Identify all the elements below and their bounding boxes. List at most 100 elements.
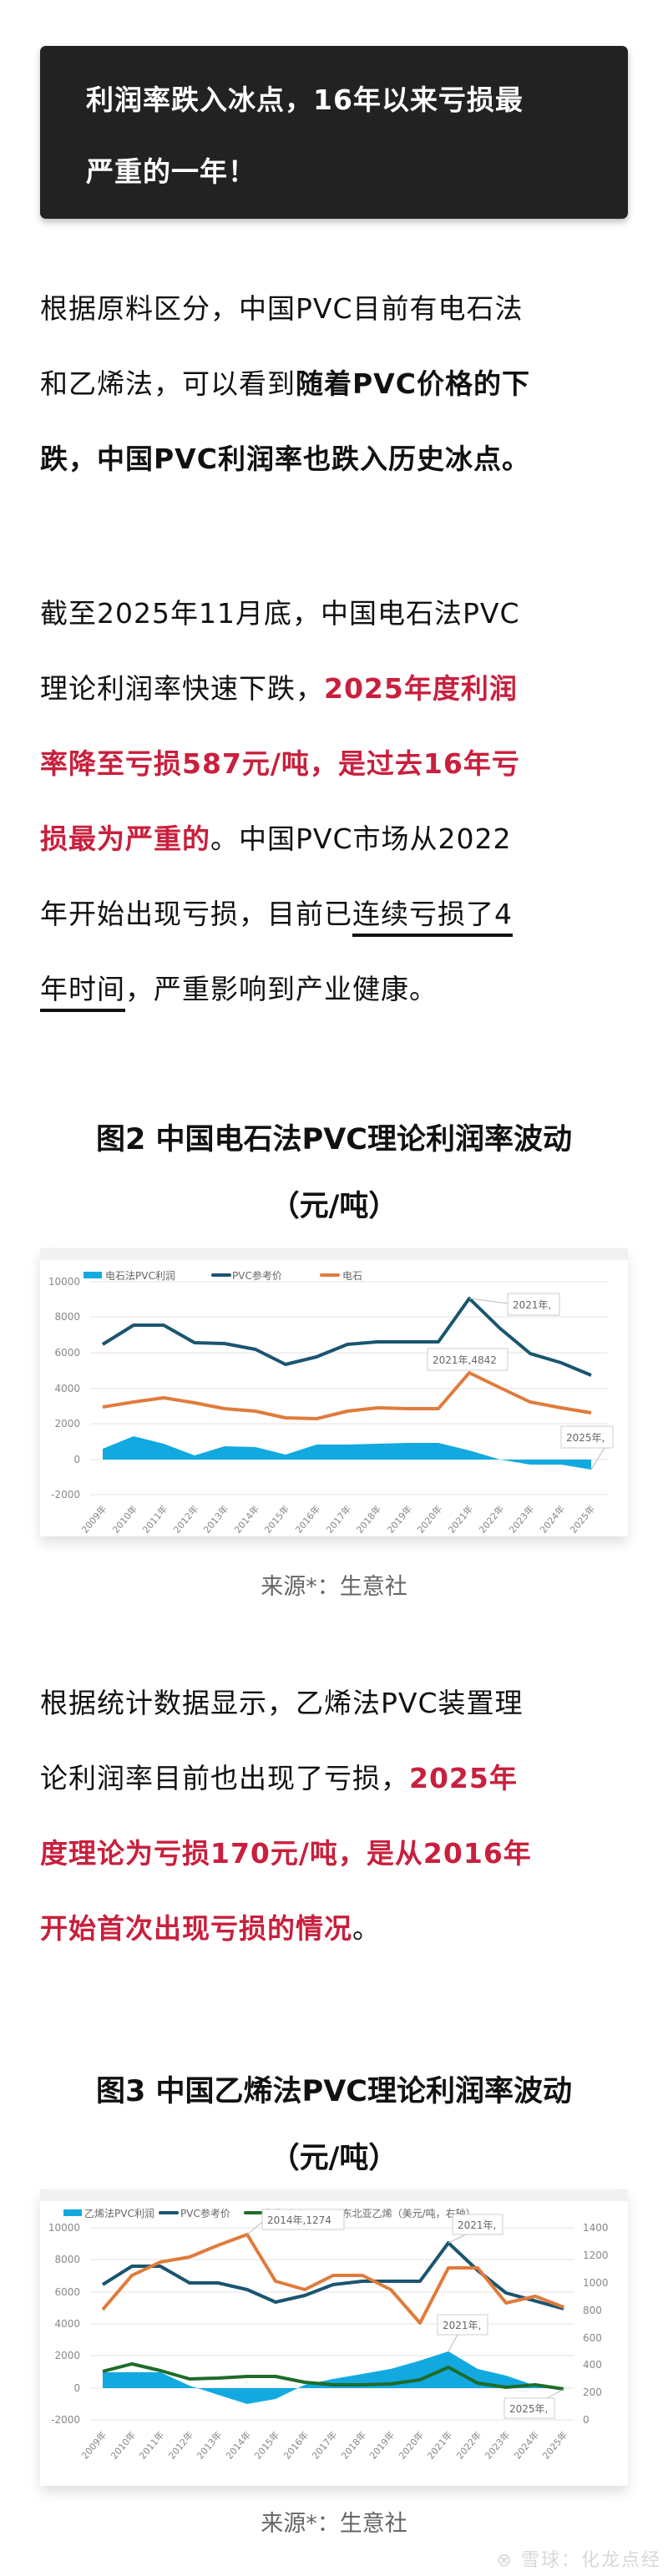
svg-text:2023年: 2023年 — [507, 1503, 537, 1536]
profit-area — [103, 1436, 591, 1470]
svg-text:8000: 8000 — [54, 2254, 80, 2265]
svg-text:4000: 4000 — [54, 1383, 80, 1394]
text-plain: 理论利润率快速下跌， — [40, 672, 324, 705]
svg-text:2014年: 2014年 — [232, 1503, 262, 1536]
figure-3-title: 图3 中国乙烯法PVC理论利润率波动 — [96, 2075, 572, 2108]
svg-text:2024年: 2024年 — [538, 1503, 568, 1536]
pvc-price-line — [101, 1297, 592, 1377]
chart-annotations: 2021年, 2021年,4842 2025年, — [427, 1293, 614, 1470]
svg-text:1000: 1000 — [583, 2277, 609, 2289]
paragraph-3-line-2: 论利润率目前也出现了亏损，2025年 — [40, 1741, 633, 1816]
svg-text:2017年: 2017年 — [324, 1503, 354, 1536]
svg-text:电石: 电石 — [342, 1270, 362, 1282]
svg-text:2009年: 2009年 — [79, 2429, 109, 2462]
svg-text:2022年: 2022年 — [454, 2429, 484, 2462]
svg-text:2011年: 2011年 — [140, 1503, 170, 1536]
chlorine-line — [102, 2362, 564, 2391]
x-axis-ticks: 2009年 2010年 2011年 2012年 2013年 2014年 2015… — [79, 1503, 598, 1536]
paragraph-3-line-3: 度理论为亏损170元/吨，是从2016年 — [40, 1837, 532, 1870]
figure-2-unit: （元/吨） — [270, 1190, 398, 1223]
svg-text:2012年: 2012年 — [171, 1503, 201, 1536]
paragraph-3-line-1: 根据统计数据显示，乙烯法PVC装置理 — [40, 1687, 524, 1719]
chart-gridlines — [90, 2227, 574, 2421]
paragraph-1-line-2: 和乙烯法，可以看到随着PVC价格的下 — [40, 347, 633, 422]
watermark-text: 雪球：化龙点经 — [520, 2550, 661, 2571]
paragraph-2-line-6: 年时间，严重影响到产业健康。 — [40, 952, 633, 1027]
svg-text:6000: 6000 — [54, 2286, 80, 2298]
svg-text:1200: 1200 — [583, 2250, 609, 2261]
text-plain: 年开始出现亏损，目前已 — [40, 898, 352, 930]
paragraph-1-line-3: 跌，中国PVC利润率也跌入历史冰点。 — [40, 443, 530, 475]
paragraph-2-line-4: 损最为严重的。中国PVC市场从2022 — [40, 802, 633, 877]
svg-text:2025年: 2025年 — [540, 2429, 570, 2462]
svg-text:2015年: 2015年 — [262, 1503, 292, 1536]
svg-text:PVC参考价: PVC参考价 — [180, 2207, 230, 2219]
svg-text:800: 800 — [583, 2305, 602, 2316]
snowball-logo-icon: ⊗ — [496, 2550, 514, 2571]
svg-text:2012年: 2012年 — [166, 2429, 196, 2462]
svg-text:2011年: 2011年 — [137, 2429, 167, 2462]
text-bold: 随着PVC价格的下 — [296, 367, 530, 400]
text-plain: 。中国PVC市场从2022 — [210, 822, 512, 855]
paragraph-2: 截至2025年11月底，中国电石法PVC 理论利润率快速下跌，2025年度利润 … — [40, 576, 633, 1027]
paragraph-1: 根据原料区分，中国PVC目前有电石法 和乙烯法，可以看到随着PVC价格的下 跌，… — [40, 271, 633, 497]
svg-text:2021年,: 2021年, — [513, 1299, 551, 1311]
svg-text:2025年,: 2025年, — [566, 1432, 605, 1444]
svg-text:2000: 2000 — [54, 1418, 80, 1430]
svg-text:2010年: 2010年 — [110, 1503, 140, 1536]
svg-text:2023年: 2023年 — [483, 2429, 513, 2462]
figure-3-source: 来源*：生意社 — [261, 2511, 407, 2537]
article-title-line-2: 严重的一年！ — [86, 155, 256, 188]
svg-text:2024年: 2024年 — [512, 2429, 542, 2462]
paragraph-2-line-2: 理论利润率快速下跌，2025年度利润 — [40, 651, 633, 726]
svg-text:2014年,1274: 2014年,1274 — [267, 2214, 331, 2226]
svg-text:2021年: 2021年 — [446, 1503, 476, 1536]
svg-text:8000: 8000 — [54, 1311, 80, 1323]
figure-2-title: 图2 中国电石法PVC理论利润率波动 — [96, 1123, 572, 1156]
svg-text:0: 0 — [73, 2382, 80, 2394]
paragraph-3: 根据统计数据显示，乙烯法PVC装置理 论利润率目前也出现了亏损，2025年 度理… — [40, 1666, 633, 1966]
svg-text:2017年: 2017年 — [310, 2429, 340, 2462]
text-plain: 。 — [352, 1912, 381, 1945]
article-title-line-1: 利润率跌入冰点，16年以来亏损最 — [86, 84, 524, 116]
svg-text:2013年: 2013年 — [195, 2429, 225, 2462]
svg-text:乙烯法PVC利润: 乙烯法PVC利润 — [84, 2208, 154, 2219]
text-highlight: 2025年度利润 — [324, 672, 518, 705]
svg-text:10000: 10000 — [48, 1276, 80, 1288]
svg-text:0: 0 — [73, 1454, 80, 1465]
svg-text:2019年: 2019年 — [367, 2429, 397, 2462]
svg-text:PVC参考价: PVC参考价 — [232, 1269, 282, 1282]
paragraph-1-line-1: 根据原料区分，中国PVC目前有电石法 — [40, 292, 524, 325]
svg-text:2021年,: 2021年, — [458, 2219, 496, 2231]
svg-text:2000: 2000 — [54, 2350, 80, 2361]
svg-text:2025年,: 2025年, — [509, 2403, 548, 2415]
paragraph-2-line-5: 年开始出现亏损，目前已连续亏损了4 — [40, 877, 633, 952]
svg-text:2019年: 2019年 — [385, 1503, 415, 1536]
paragraph-3-line-4: 开始首次出现亏损的情况。 — [40, 1891, 633, 1966]
text-plain: 论利润率目前也出现了亏损， — [40, 1762, 409, 1794]
figure-3-chart-svg: 乙烯法PVC利润 PVC参考价 氯气 CFR东北亚乙烯（美元/吨，右轴） 100… — [48, 2207, 609, 2462]
chart-legend: 电石法PVC利润 PVC参考价 电石 — [84, 1269, 362, 1282]
paragraph-2-line-3: 率降至亏损587元/吨，是过去16年亏 — [40, 747, 520, 780]
svg-text:2013年: 2013年 — [201, 1503, 231, 1536]
figure-3-chart: 乙烯法PVC利润 PVC参考价 氯气 CFR东北亚乙烯（美元/吨，右轴） 100… — [40, 2189, 628, 2486]
svg-text:600: 600 — [583, 2332, 602, 2344]
text-highlight: 开始首次出现亏损的情况 — [40, 1912, 352, 1945]
svg-text:2025年: 2025年 — [568, 1503, 598, 1536]
x-axis-ticks: 2009年 2010年 2011年 2012年 2013年 2014年 2015… — [79, 2429, 570, 2462]
text-plain: 和乙烯法，可以看到 — [40, 367, 296, 400]
figure-2-chart: 电石法PVC利润 PVC参考价 电石 10000 8000 6000 4000 … — [40, 1248, 628, 1536]
pvc-price-line — [101, 2241, 564, 2310]
svg-text:200: 200 — [583, 2386, 602, 2398]
svg-text:6000: 6000 — [54, 1347, 80, 1359]
text-highlight: 2025年 — [409, 1762, 518, 1794]
svg-text:2021年,: 2021年, — [443, 2320, 481, 2331]
text-highlight: 损最为严重的 — [40, 822, 210, 855]
svg-text:10000: 10000 — [48, 2222, 80, 2234]
article-title-box: 利润率跌入冰点，16年以来亏损最 严重的一年！ — [40, 46, 628, 219]
svg-text:400: 400 — [583, 2359, 602, 2371]
svg-text:2022年: 2022年 — [477, 1503, 507, 1536]
profit-area — [103, 2351, 564, 2404]
y-axis-left-ticks: 10000 8000 6000 4000 2000 0 -2000 — [48, 2222, 80, 2426]
watermark: ⊗ 雪球：化龙点经 — [497, 2545, 661, 2572]
